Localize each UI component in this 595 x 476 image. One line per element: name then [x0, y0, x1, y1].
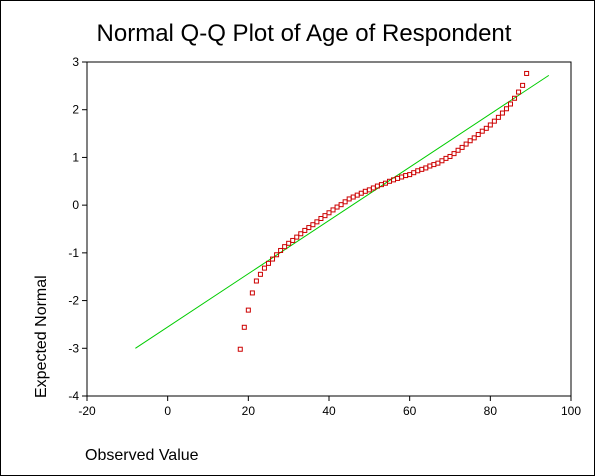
data-point [286, 240, 292, 246]
data-point [427, 163, 433, 169]
data-point [483, 125, 489, 131]
data-point [516, 89, 522, 95]
data-point [459, 144, 465, 150]
chart-title: Normal Q-Q Plot of Age of Respondent [97, 20, 512, 47]
data-point [237, 346, 243, 352]
data-point [253, 278, 259, 284]
data-point [419, 166, 425, 172]
y-tick-label: 1 [72, 150, 79, 164]
data-point [395, 175, 401, 181]
x-axis-label: Observed Value [85, 447, 199, 464]
data-point [467, 138, 473, 144]
x-axis: -20 0 20 40 60 80 100 [78, 396, 581, 418]
data-point [439, 158, 445, 164]
y-tick-label: 0 [72, 198, 79, 212]
data-point [274, 252, 280, 258]
data-point [245, 307, 251, 313]
data-point [314, 219, 320, 225]
x-tick-label: 80 [484, 404, 498, 418]
y-axis-label: Expected Normal [33, 275, 50, 398]
data-point [370, 185, 376, 191]
plot-area [86, 61, 572, 397]
x-tick-label: 100 [561, 404, 581, 418]
data-point [310, 222, 316, 228]
data-point [278, 247, 284, 253]
data-point [520, 82, 526, 88]
data-point [346, 196, 352, 202]
data-point [431, 162, 437, 168]
data-point [302, 227, 308, 233]
data-point [270, 256, 276, 262]
data-point [407, 172, 413, 178]
data-point [306, 225, 312, 231]
data-point [455, 147, 461, 153]
data-point [318, 216, 324, 222]
data-point [266, 260, 271, 266]
data-point [261, 265, 267, 271]
data-point [495, 114, 501, 120]
y-tick-label: 3 [72, 55, 79, 69]
x-tick-label: 20 [242, 404, 256, 418]
data-point [342, 199, 348, 205]
data-point [503, 106, 509, 112]
data-point [350, 194, 356, 200]
data-point [290, 237, 296, 243]
data-point [487, 122, 493, 128]
data-points [237, 70, 530, 352]
x-tick-label: -20 [78, 404, 96, 418]
data-point [447, 153, 453, 159]
y-tick-label: 2 [72, 103, 79, 117]
data-point [508, 101, 513, 107]
data-point [334, 204, 340, 210]
data-point [358, 190, 364, 196]
data-point [298, 231, 304, 237]
data-point [282, 244, 288, 250]
reference-line [135, 74, 550, 349]
data-point [366, 187, 372, 193]
data-point [326, 210, 332, 216]
data-point [415, 168, 421, 174]
data-point [491, 118, 497, 124]
data-point [362, 188, 368, 194]
data-point [524, 70, 530, 76]
data-point [294, 234, 300, 240]
x-tick-label: 40 [322, 404, 336, 418]
data-point [257, 271, 263, 277]
data-point [451, 151, 457, 157]
data-point [403, 173, 409, 179]
data-point [354, 192, 360, 198]
data-point [423, 165, 429, 171]
data-point [435, 160, 441, 166]
y-tick-label: -3 [68, 341, 79, 355]
data-point [512, 95, 518, 101]
data-point [249, 290, 255, 296]
y-axis: 3 2 1 0 -1 -2 -3 -4 [68, 55, 87, 403]
data-point [443, 155, 449, 161]
data-point [338, 202, 344, 208]
data-point [322, 213, 328, 219]
x-tick-label: 0 [164, 404, 171, 418]
data-point [463, 141, 469, 147]
data-point [399, 174, 405, 180]
y-tick-label: -4 [68, 389, 79, 403]
data-point [330, 207, 336, 213]
x-tick-label: 60 [403, 404, 417, 418]
y-tick-label: -1 [68, 246, 79, 260]
data-point [475, 132, 481, 138]
data-point [499, 110, 505, 116]
data-point [241, 324, 247, 330]
data-point [471, 135, 477, 141]
y-tick-label: -2 [68, 294, 79, 308]
data-point [479, 128, 485, 134]
data-point [411, 170, 417, 176]
